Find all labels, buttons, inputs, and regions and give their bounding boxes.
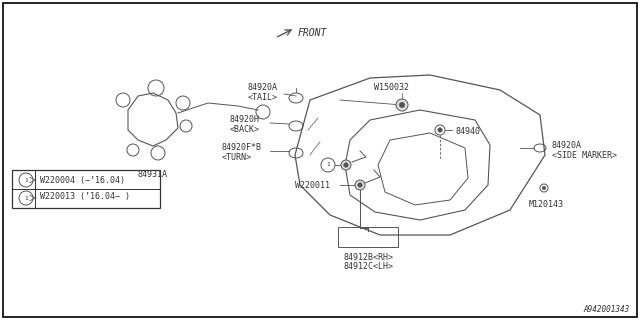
Text: FRONT: FRONT <box>298 28 328 38</box>
Circle shape <box>435 125 445 135</box>
Text: W150032: W150032 <box>374 83 410 92</box>
Text: 1: 1 <box>24 196 28 201</box>
Circle shape <box>542 186 546 190</box>
Text: 1: 1 <box>24 178 28 182</box>
Circle shape <box>396 99 408 111</box>
Text: 84912C<LH>: 84912C<LH> <box>343 262 393 271</box>
Text: <BACK>: <BACK> <box>230 125 260 134</box>
Text: <TAIL>: <TAIL> <box>248 93 278 102</box>
Circle shape <box>344 163 348 167</box>
Circle shape <box>540 184 548 192</box>
Text: 84931A: 84931A <box>138 170 168 179</box>
Text: <SIDE MARKER>: <SIDE MARKER> <box>552 150 617 159</box>
Circle shape <box>438 128 442 132</box>
Text: 1: 1 <box>326 163 330 167</box>
Text: W220013 (’16.04− ): W220013 (’16.04− ) <box>40 193 130 202</box>
Text: 84920F*B: 84920F*B <box>222 143 262 153</box>
Text: 84940: 84940 <box>455 126 480 135</box>
Text: 84912B<RH>: 84912B<RH> <box>343 253 393 262</box>
Text: 84920A: 84920A <box>248 84 278 92</box>
Text: W220011: W220011 <box>295 181 330 190</box>
Bar <box>12 170 160 208</box>
Text: <TURN>: <TURN> <box>222 154 252 163</box>
Circle shape <box>399 102 404 108</box>
Text: A942001343: A942001343 <box>584 305 630 314</box>
Text: 84920A: 84920A <box>552 140 582 149</box>
Circle shape <box>355 180 365 190</box>
Text: M120143: M120143 <box>529 200 564 209</box>
Text: 84920H: 84920H <box>230 116 260 124</box>
Bar <box>338 227 398 247</box>
Text: W220004 (−’16.04): W220004 (−’16.04) <box>40 175 125 185</box>
Circle shape <box>358 183 362 187</box>
Circle shape <box>341 160 351 170</box>
